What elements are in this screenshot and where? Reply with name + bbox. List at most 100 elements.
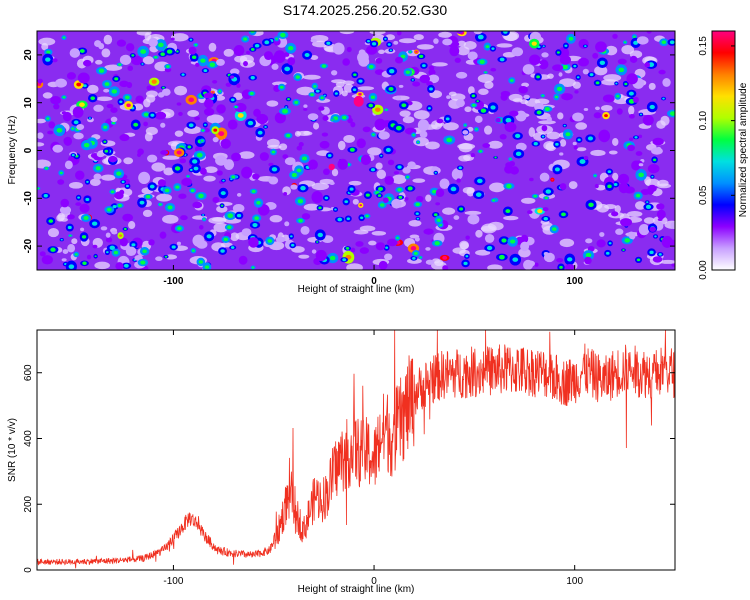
- heatmap-spot: [116, 39, 127, 47]
- heatmap-low-patch: [484, 81, 494, 89]
- heatmap-spot-core: [369, 64, 374, 69]
- heatmap-low-patch: [659, 259, 675, 264]
- heatmap-spot-core: [198, 193, 204, 199]
- heatmap-spot: [467, 214, 480, 225]
- heatmap-spot-core: [359, 204, 363, 207]
- heatmap-spot-core: [257, 130, 263, 135]
- heatmap-spot: [652, 137, 664, 146]
- heatmap-spot: [53, 103, 60, 110]
- heatmap-spot: [66, 72, 77, 80]
- heatmap-spot-core: [484, 71, 487, 74]
- heatmap-spot-core: [220, 191, 226, 196]
- heatmap-spot-core: [218, 90, 222, 93]
- heatmap-spot-core: [112, 205, 117, 209]
- heatmap-low-patch: [368, 240, 377, 246]
- heatmap-spot: [632, 96, 639, 103]
- heatmap-spot-core: [515, 151, 522, 157]
- heatmap-spot: [515, 142, 527, 151]
- heatmap-low-patch: [378, 49, 385, 55]
- heatmap-low-patch: [162, 155, 180, 160]
- heatmap-spot-core: [209, 62, 216, 67]
- heatmap-spot: [125, 43, 135, 52]
- heatmap-low-patch: [71, 238, 78, 245]
- heatmap-spot-core: [230, 246, 235, 249]
- heatmap-spot: [127, 65, 134, 71]
- heatmap-spot: [419, 74, 431, 84]
- heatmap-low-patch: [343, 83, 354, 93]
- heatmap-spot: [315, 249, 327, 262]
- heatmap-spot: [231, 152, 241, 162]
- heatmap-low-patch: [123, 157, 134, 165]
- heatmap-spot-core: [119, 100, 123, 104]
- heatmap-spot-core: [645, 204, 652, 209]
- heatmap-spot: [179, 158, 187, 164]
- heatmap-spot: [154, 111, 167, 120]
- snr-frame: [36, 329, 676, 571]
- heatmap-spot-core: [82, 261, 87, 266]
- heatmap-low-patch: [269, 215, 283, 223]
- heatmap-spot-core: [113, 250, 119, 255]
- heatmap-spot: [436, 118, 444, 124]
- colorbar-tick-label: 0.05: [698, 185, 709, 205]
- heatmap-spot: [495, 117, 501, 123]
- heatmap-spot: [176, 241, 181, 246]
- heatmap-low-patch: [42, 92, 53, 99]
- heatmap-low-patch: [399, 110, 411, 117]
- heatmap-spot: [499, 134, 507, 140]
- heatmap-spot: [155, 256, 163, 262]
- heatmap-spot: [652, 256, 663, 263]
- heatmap-spot-core: [554, 167, 560, 172]
- heatmap-low-patch: [371, 230, 387, 236]
- heatmap-spot-core: [397, 165, 402, 169]
- heatmap-spot: [374, 118, 386, 131]
- heatmap-spot: [539, 60, 547, 65]
- heatmap-spot: [582, 68, 589, 75]
- heatmap-spot-core: [334, 92, 338, 95]
- heatmap-spot: [148, 239, 155, 246]
- heatmap-spot: [215, 155, 228, 166]
- heatmap-spot-core: [280, 32, 286, 38]
- heatmap-low-patch: [145, 94, 156, 103]
- heatmap-spot: [62, 249, 69, 254]
- heatmap-spot: [629, 137, 634, 141]
- y-tick-label: 0: [23, 567, 34, 573]
- heatmap-spot: [467, 51, 478, 61]
- heatmap-spot-core: [337, 217, 343, 222]
- heatmap-spot-core: [187, 175, 190, 178]
- heatmap-spot-core: [94, 255, 97, 258]
- heatmap-spot-core: [370, 168, 375, 172]
- heatmap-spot-core: [324, 196, 329, 200]
- heatmap-spot: [319, 140, 330, 149]
- heatmap-spot-core: [543, 216, 548, 221]
- heatmap-spot-core: [104, 149, 109, 153]
- heatmap-low-patch: [594, 65, 608, 76]
- heatmap-low-patch: [478, 88, 489, 95]
- heatmap-spot-core: [140, 49, 147, 54]
- y-tick-label: -20: [23, 238, 34, 253]
- heatmap-spot: [241, 166, 253, 179]
- heatmap-spot: [358, 56, 370, 67]
- heatmap-spot-core: [388, 86, 394, 91]
- heatmap-spot-core: [465, 255, 469, 258]
- x-tick-label: 100: [566, 276, 583, 287]
- heatmap-spot: [93, 173, 102, 180]
- heatmap-low-patch: [425, 194, 432, 202]
- heatmap-spot-core: [71, 127, 75, 130]
- heatmap-spot-core: [192, 159, 198, 164]
- heatmap-spot-core: [353, 73, 357, 77]
- heatmap-spot: [252, 173, 260, 180]
- heatmap-low-patch: [298, 254, 310, 259]
- heatmap-low-patch: [601, 104, 613, 112]
- heatmap-low-patch: [278, 143, 288, 151]
- heatmap-spot-core: [220, 204, 224, 207]
- heatmap-spot-core: [385, 108, 388, 111]
- heatmap-spot-core: [346, 217, 351, 221]
- y-tick-label: 20: [23, 49, 34, 61]
- heatmap-spot-core: [175, 185, 180, 189]
- heatmap-spot-core: [103, 140, 107, 143]
- heatmap-spot: [329, 181, 335, 185]
- heatmap-spot: [572, 141, 577, 146]
- heatmap-low-patch: [484, 125, 493, 135]
- heatmap-spot-core: [360, 216, 364, 220]
